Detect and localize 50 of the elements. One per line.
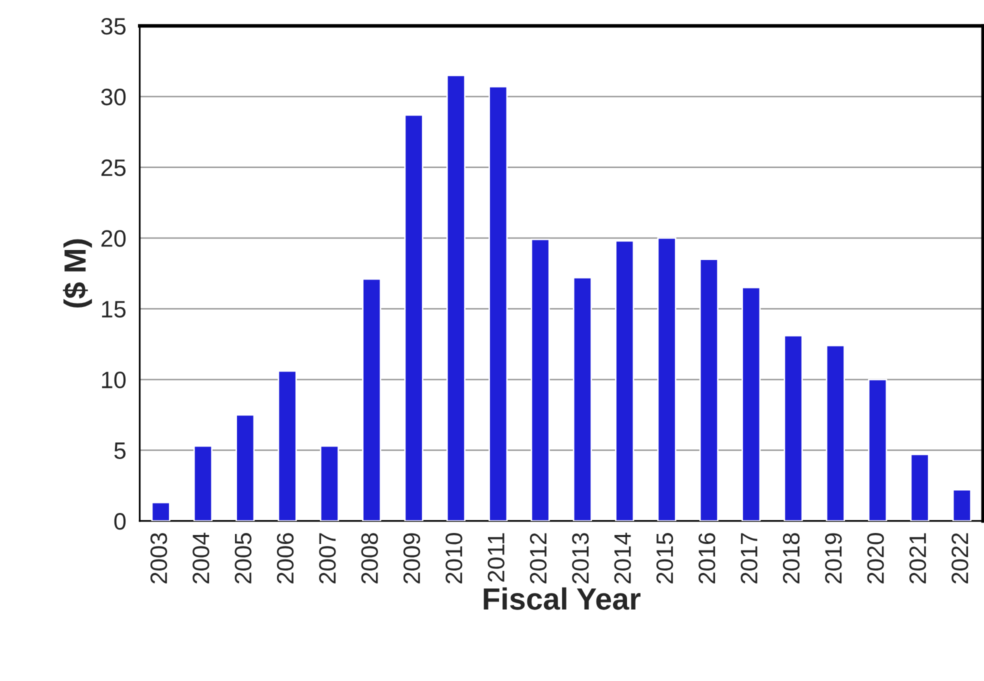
bar — [236, 414, 255, 521]
x-tick-label: 2020 — [867, 532, 884, 584]
y-tick-label: 15 — [102, 301, 126, 318]
bar — [530, 238, 550, 521]
y-tick-label: 5 — [114, 442, 126, 460]
bar — [826, 344, 845, 521]
x-tick-label: 2017 — [740, 533, 758, 584]
bar — [868, 378, 888, 521]
bar — [151, 502, 170, 521]
y-axis-title: ($ M) — [62, 239, 92, 308]
x-tick-label: 2012 — [530, 533, 547, 584]
x-tick-label: 2016 — [698, 533, 716, 584]
x-tick-label: 2019 — [825, 533, 842, 584]
x-tick-label: 2005 — [234, 533, 252, 584]
x-tick-label: 2009 — [403, 533, 420, 584]
x-tick-label: 2008 — [361, 533, 378, 584]
x-tick-label: 2010 — [446, 532, 462, 584]
x-tick-label: 2013 — [572, 533, 589, 584]
bar — [362, 278, 382, 521]
bar — [572, 276, 592, 521]
x-tick-label: 2004 — [192, 532, 210, 584]
x-axis-title: Fiscal Year — [484, 587, 640, 610]
x-tick-label: 2018 — [782, 533, 800, 584]
bar — [404, 114, 424, 521]
y-tick-label: 0 — [114, 513, 126, 530]
bar — [193, 445, 213, 521]
x-tick-label: 2022 — [952, 533, 968, 584]
y-tick-label: 25 — [101, 159, 126, 176]
bar — [784, 334, 803, 521]
x-tick-label: 2006 — [276, 533, 294, 584]
bar — [742, 286, 761, 521]
x-tick-label: 2021 — [909, 533, 926, 584]
bar — [910, 454, 930, 521]
x-tick-label: 2015 — [656, 533, 674, 584]
bar — [952, 489, 972, 521]
y-tick-label: 20 — [101, 230, 126, 247]
bar — [446, 74, 466, 521]
x-tick-label: 2014 — [614, 532, 631, 584]
bar — [278, 370, 297, 521]
y-tick-label: 10 — [102, 372, 126, 388]
bar — [320, 445, 340, 521]
bar — [615, 240, 634, 521]
bar — [488, 86, 508, 521]
x-tick-label: 2011 — [488, 533, 504, 582]
y-tick-label: 35 — [101, 18, 126, 35]
bar — [699, 258, 718, 521]
y-tick-label: 30 — [101, 88, 126, 106]
bar — [657, 237, 676, 521]
x-tick-label: 2007 — [319, 533, 336, 584]
x-tick-label: 2003 — [150, 533, 168, 584]
